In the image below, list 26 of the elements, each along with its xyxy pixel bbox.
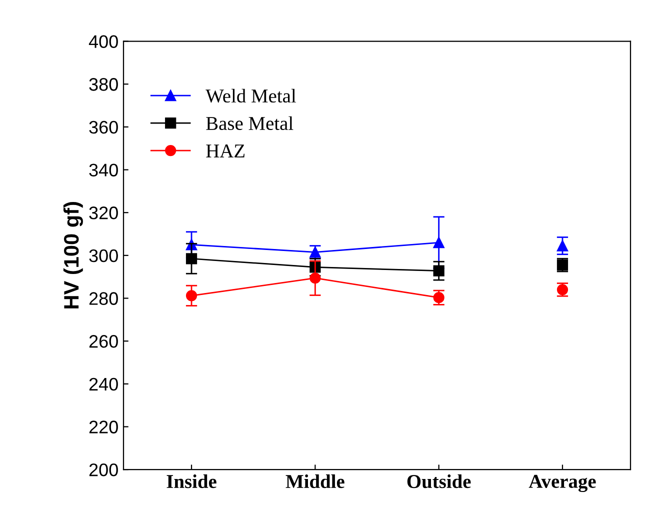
x-tick-label: Middle — [286, 474, 344, 488]
point — [186, 253, 198, 264]
y-tick-label: 400 — [88, 35, 118, 48]
y-tick-label: 360 — [89, 120, 118, 134]
y-tick-label: 300 — [89, 249, 118, 262]
y-tick-label: 320 — [89, 206, 118, 220]
x-tick-label: Inside — [166, 474, 216, 488]
y-tick-label: 380 — [89, 78, 118, 91]
legend-label: Weld Metal — [206, 88, 296, 103]
y-axis-title: HV (100 gf) — [63, 202, 83, 308]
y-tick-label: 260 — [89, 335, 118, 348]
point — [310, 272, 321, 284]
x-tick-label: Average — [528, 474, 596, 492]
point — [433, 292, 444, 304]
y-tick-label: 200 — [89, 463, 118, 476]
y-tick-label: 220 — [89, 420, 118, 434]
y-tick-label: 240 — [89, 378, 118, 391]
x-tick-label: Outside — [407, 474, 471, 488]
point — [556, 240, 568, 252]
legend-label: Base Metal — [206, 116, 294, 130]
legend-label: HAZ — [206, 144, 244, 158]
point — [433, 265, 444, 276]
point — [186, 290, 198, 302]
point — [433, 237, 444, 248]
y-tick-label: 340 — [89, 164, 118, 176]
y-tick-label: 280 — [89, 292, 118, 305]
